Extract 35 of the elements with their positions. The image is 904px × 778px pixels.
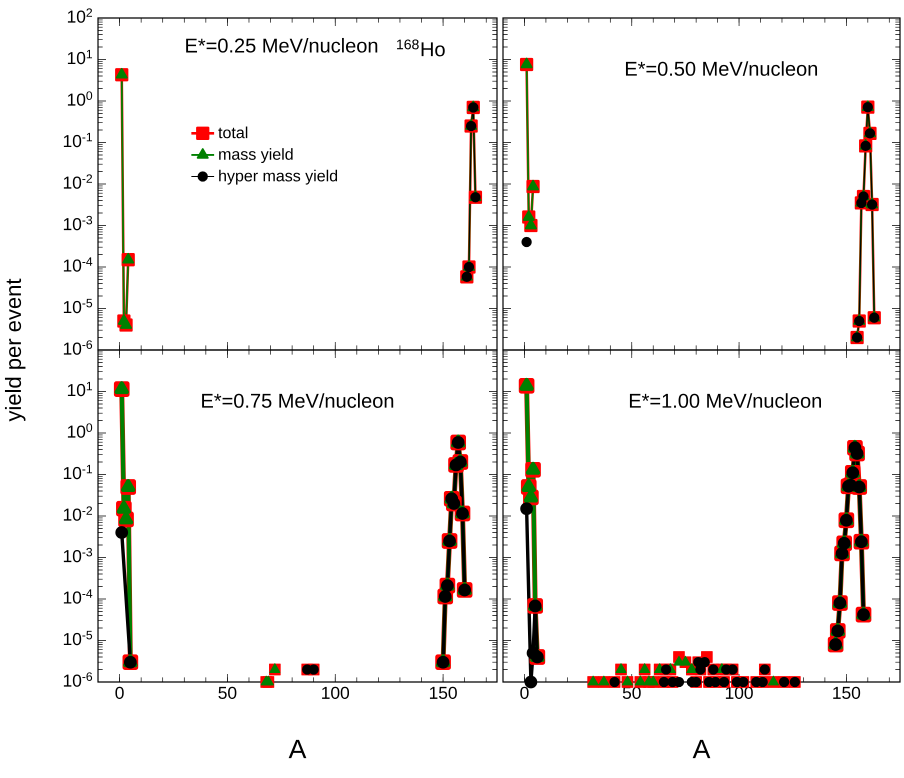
y-tick-label: 10$^{-3}$ — [64, 548, 92, 562]
x-axis-title: A — [288, 740, 306, 758]
text: E*=0.25 MeV/nucleon — [186, 38, 378, 53]
text: E*=0.50 MeV/nucleon — [626, 61, 818, 76]
x-tick-label: 150 — [430, 686, 457, 699]
text: E*=1.00 MeV/nucleon — [630, 393, 821, 408]
y-tick-label: 10$^{-5}$ — [64, 298, 92, 314]
y-tick-label: 10$^{-2}$ — [64, 174, 92, 189]
legend-label: mass yield — [219, 148, 293, 164]
y-tick-label: 10$^{-3}$ — [64, 216, 92, 230]
annotation: $^{168}$Ho — [397, 39, 445, 56]
y-axis-title: yield per event — [4, 278, 26, 422]
x-tick-label: 50 — [218, 686, 236, 699]
x-axis-title: A — [692, 740, 710, 758]
x-tick-label: 150 — [833, 686, 860, 699]
y-tick-label: 10$^{-4}$ — [64, 589, 92, 604]
x-tick-label: 100 — [726, 686, 753, 699]
y-tick-label: 10$^{-6}$ — [64, 672, 92, 687]
y-tick-label: 10$^{-6}$ — [64, 340, 92, 355]
y-tick-label: 10$^{1}$ — [68, 50, 92, 64]
y-tick-label: 10$^{0}$ — [68, 423, 92, 438]
y-tick-label: 10$^{0}$ — [68, 91, 92, 106]
y-tick-label: 10$^{-5}$ — [64, 630, 92, 646]
x-tick-label: 0 — [115, 686, 124, 699]
y-tick-label: 10$^{1}$ — [68, 382, 92, 396]
legend-label: total — [218, 126, 248, 138]
legend-label: hyper mass yield — [219, 170, 338, 185]
y-tick-label: 10$^{-1}$ — [64, 132, 92, 148]
y-tick-label: 10$^{-4}$ — [64, 257, 92, 272]
y-tick-label: 10$^{2}$ — [68, 8, 92, 23]
x-tick-label: 100 — [322, 686, 350, 699]
y-tick-label: 10$^{-2}$ — [64, 506, 92, 521]
y-tick-label: 10$^{-1}$ — [64, 464, 92, 480]
x-tick-label: 0 — [520, 686, 529, 699]
text: E*=0.75 MeV/nucleon — [202, 393, 394, 408]
